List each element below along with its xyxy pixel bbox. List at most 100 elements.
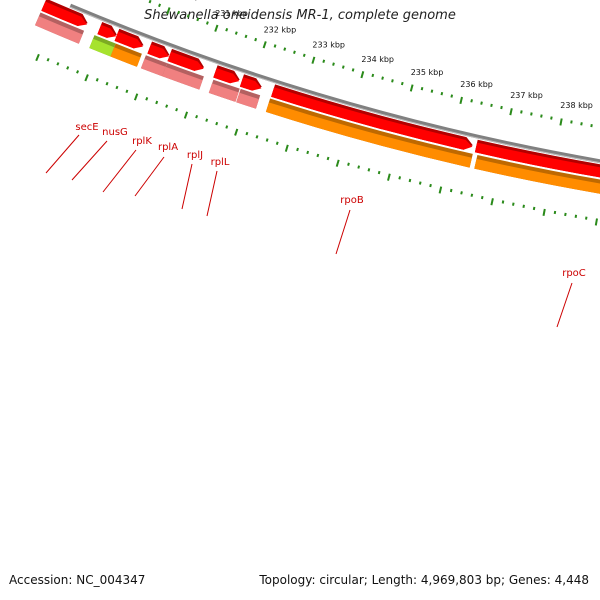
outer-tick-minor bbox=[522, 204, 525, 208]
outer-tick-minor bbox=[225, 125, 229, 129]
inner-tick-minor bbox=[244, 34, 248, 39]
leader-line-rpoB bbox=[335, 209, 351, 255]
outer-tick-minor bbox=[275, 141, 279, 145]
kbp-label: 231 kbp bbox=[215, 9, 248, 18]
leader-line-rpoC bbox=[556, 282, 573, 328]
gene-label-rplA: rplA bbox=[158, 142, 178, 153]
inner-tick-minor bbox=[302, 53, 306, 58]
inner-tick-minor bbox=[450, 94, 454, 98]
outer-tick-minor bbox=[265, 138, 269, 142]
inner-tick-minor bbox=[205, 21, 209, 25]
outer-tick-minor bbox=[470, 193, 474, 197]
gene-label-rplL: rplL bbox=[211, 157, 230, 168]
inner-tick-minor bbox=[234, 31, 238, 35]
outer-tick-minor bbox=[408, 178, 412, 183]
inner-tick-major bbox=[360, 71, 365, 79]
outer-tick-major bbox=[284, 144, 289, 152]
backbone-highlight bbox=[69, 6, 600, 164]
outer-tick-minor bbox=[125, 89, 129, 94]
inner-tick-major bbox=[559, 118, 563, 126]
outer-tick-minor bbox=[245, 131, 249, 136]
inner-tick-minor bbox=[520, 110, 523, 114]
inner-tick-major bbox=[509, 108, 513, 116]
kbp-label: 230 kbp bbox=[167, 0, 200, 1]
inner-tick-minor bbox=[196, 17, 200, 22]
label-leader-lines bbox=[45, 134, 573, 328]
outer-tick-minor bbox=[564, 212, 567, 217]
outer-tick-major bbox=[84, 74, 89, 82]
inner-tick-minor bbox=[400, 81, 404, 86]
outer-tick-minor bbox=[460, 191, 463, 195]
outer-tick-minor bbox=[347, 162, 350, 166]
gene-label-rplK: rplK bbox=[132, 136, 152, 147]
outer-tick-minor bbox=[449, 188, 453, 193]
inner-tick-minor bbox=[500, 105, 503, 110]
outer-tick-major bbox=[542, 208, 546, 216]
gene-feature bbox=[162, 66, 203, 90]
kbp-label: 236 kbp bbox=[460, 80, 493, 89]
outer-tick-major bbox=[133, 93, 139, 101]
gene-label-secE: secE bbox=[75, 122, 98, 133]
outer-tick-major bbox=[438, 186, 443, 194]
gene-feature bbox=[474, 158, 600, 194]
outer-tick-minor bbox=[306, 150, 310, 155]
outer-tick-minor bbox=[105, 81, 109, 86]
gene-label-nusG: nusG bbox=[102, 127, 128, 138]
kbp-label: 234 kbp bbox=[361, 55, 394, 64]
kbp-label: 232 kbp bbox=[264, 25, 297, 34]
cds-arrow bbox=[213, 68, 240, 84]
outer-tick-minor bbox=[66, 66, 70, 70]
topology-text: Topology: circular; Length: 4,969,803 bp… bbox=[259, 573, 589, 587]
inner-tick-minor bbox=[440, 91, 444, 96]
leader-line-secE bbox=[45, 134, 80, 174]
outer-tick-minor bbox=[195, 114, 199, 119]
inner-tick-minor bbox=[381, 76, 384, 80]
inner-tick-minor bbox=[420, 86, 424, 91]
outer-tick-minor bbox=[326, 156, 330, 161]
inner-tick-minor bbox=[490, 103, 493, 108]
leader-line-rplL bbox=[206, 170, 218, 217]
inner-tick-minor bbox=[351, 68, 355, 72]
outer-tick-minor bbox=[429, 183, 432, 188]
inner-tick-major bbox=[262, 41, 267, 49]
inner-tick-minor bbox=[225, 27, 229, 32]
outer-tick-minor bbox=[115, 85, 119, 90]
kbp-label: 238 kbp bbox=[560, 101, 593, 110]
leader-line-rplK bbox=[102, 149, 137, 193]
outer-tick-major bbox=[234, 128, 239, 136]
inner-tick-minor bbox=[332, 62, 335, 66]
inner-tick-major bbox=[409, 84, 414, 92]
outer-tick-minor bbox=[76, 70, 80, 74]
inner-tick-minor bbox=[550, 116, 553, 120]
outer-tick-major bbox=[183, 111, 189, 119]
accession-text: Accession: NC_004347 bbox=[9, 573, 146, 587]
outer-tick-minor bbox=[501, 200, 505, 204]
outer-tick-minor bbox=[145, 97, 149, 101]
outer-tick-minor bbox=[418, 181, 422, 185]
outer-tick-minor bbox=[56, 62, 60, 66]
outer-tick-minor bbox=[255, 135, 259, 139]
outer-tick-major bbox=[35, 53, 40, 62]
cds-arrow bbox=[114, 31, 143, 49]
outer-tick-minor bbox=[398, 176, 402, 180]
outer-tick-minor bbox=[215, 121, 219, 126]
outer-tick-minor bbox=[480, 195, 484, 200]
outer-tick-minor bbox=[316, 153, 320, 158]
gene-label-rpoB: rpoB bbox=[340, 195, 364, 206]
outer-tick-minor bbox=[367, 168, 371, 172]
outer-tick-minor bbox=[585, 216, 588, 220]
outer-tick-minor bbox=[512, 202, 515, 206]
gene-feature bbox=[208, 83, 239, 102]
genome-backbone bbox=[69, 3, 600, 164]
inner-tick-major bbox=[311, 56, 316, 64]
inner-tick-minor bbox=[283, 47, 287, 51]
outer-tick-track bbox=[35, 53, 598, 226]
gene-labels: secE nusG rplK rplA rplJ rplL rpoB rpoC bbox=[75, 122, 585, 279]
inner-tick-major bbox=[214, 24, 219, 32]
cds-arrow bbox=[474, 142, 600, 178]
outer-tick-minor bbox=[46, 57, 50, 62]
outer-tick-minor bbox=[553, 210, 557, 215]
inner-tick-minor bbox=[371, 73, 375, 78]
outer-tick-minor bbox=[574, 214, 578, 218]
